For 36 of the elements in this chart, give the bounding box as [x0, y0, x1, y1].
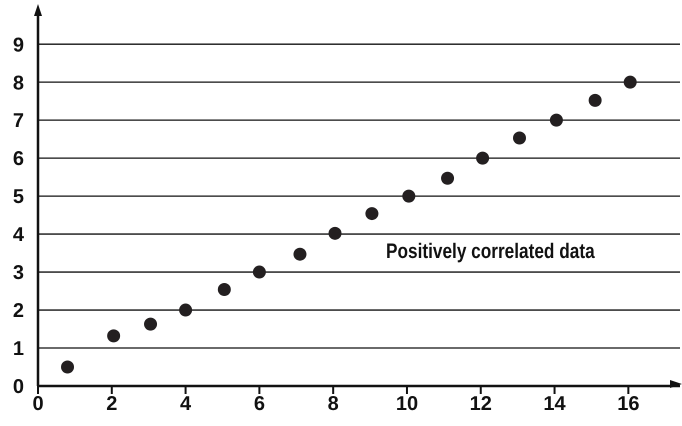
x-tick-label: 16: [617, 393, 640, 416]
y-tick-label: 7: [12, 110, 24, 132]
point: [107, 329, 120, 342]
point: [513, 131, 526, 144]
y-tick-label: 3: [12, 262, 24, 284]
y-tick-label: 2: [12, 300, 24, 322]
point: [476, 152, 490, 165]
x-tick-label: 10: [396, 393, 418, 416]
point: [144, 318, 158, 331]
point: [365, 207, 378, 220]
point: [252, 266, 266, 279]
point: [402, 190, 416, 203]
y-tick-label: 0: [12, 376, 24, 398]
point: [441, 172, 454, 185]
point: [624, 76, 637, 89]
y-tick-label: 4: [12, 224, 25, 246]
y-tick-label: 6: [12, 148, 24, 170]
x-tick-label: 2: [106, 393, 118, 416]
x-tick-label: 0: [32, 393, 44, 416]
y-tick-label: 1: [12, 338, 24, 360]
point: [61, 360, 74, 374]
y-tick-label: 9: [12, 34, 24, 56]
x-tick-label: 12: [470, 393, 492, 416]
x-tick-label: 8: [328, 393, 339, 416]
y-tick-label: 5: [12, 186, 24, 208]
point: [328, 226, 342, 240]
annotation: Positively correlated data: [386, 240, 595, 264]
x-tick-label: 4: [180, 393, 192, 416]
x-tick-label: 6: [254, 393, 265, 416]
point: [293, 248, 306, 261]
point: [218, 283, 231, 296]
point: [588, 94, 602, 107]
y-tick-label: 8: [12, 72, 24, 94]
point: [550, 114, 563, 127]
x-tick-label: 14: [543, 393, 567, 416]
point: [179, 304, 192, 317]
